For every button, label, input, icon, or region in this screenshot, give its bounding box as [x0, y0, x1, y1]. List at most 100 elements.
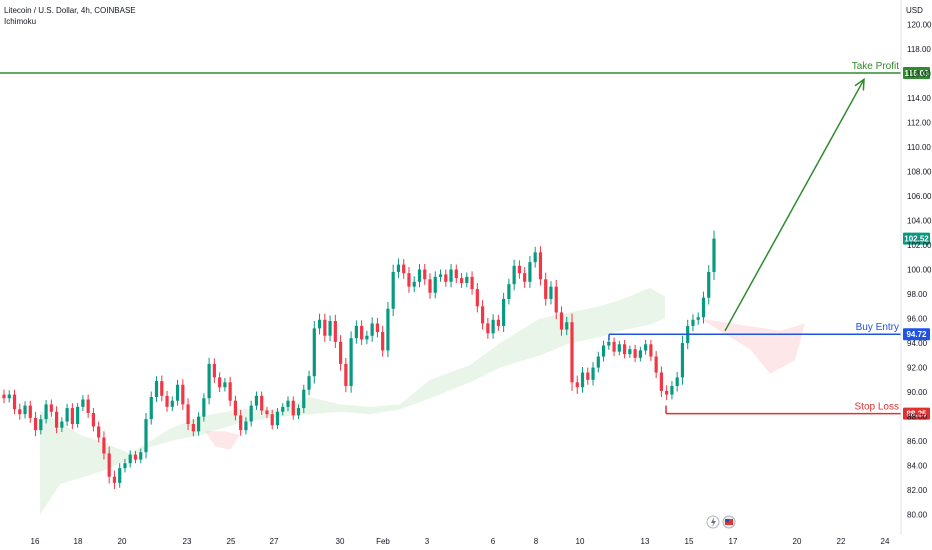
y-tick-label: 120.00 [907, 20, 932, 29]
candle-body [586, 372, 590, 380]
candle-body [112, 476, 117, 483]
candle-body [528, 262, 532, 282]
time-axis: 16 18 20 23 25 27 30 Feb 3 6 8 10 13 15 17 20 22 24 [31, 537, 890, 546]
candle-body [18, 409, 22, 415]
stop-loss-price-tag [903, 407, 930, 420]
candle-body [118, 468, 122, 483]
candle-body [707, 271, 711, 298]
x-tick-label: 23 [183, 537, 192, 546]
candle-body [701, 297, 706, 318]
candle-body [375, 323, 380, 333]
candle-body [154, 381, 159, 398]
y-tick-label: 92.00 [907, 364, 928, 373]
take-profit-price-text: 116.03 [904, 69, 929, 78]
candle-body [470, 276, 474, 290]
y-tick-label: 104.00 [907, 216, 932, 225]
candle-body [575, 382, 579, 388]
candle-body [512, 265, 516, 285]
candle-body [202, 398, 206, 417]
ichimoku-cloud [40, 287, 805, 515]
symbol-title: Litecoin / U.S. Dollar, 4h, COINBASE [4, 6, 136, 15]
x-tick-label: 13 [641, 537, 650, 546]
candle-body [349, 338, 353, 386]
candle-body [296, 408, 301, 416]
candle-body [402, 264, 406, 274]
x-tick-label: 27 [270, 537, 279, 546]
last-price-text: 102.52 [904, 235, 929, 244]
candle-body [712, 238, 716, 272]
candle-body [165, 395, 169, 407]
candle-body [228, 382, 232, 401]
candle-body [381, 332, 385, 351]
target-arrow-shaft[interactable] [724, 79, 865, 332]
x-tick-label: 3 [425, 537, 430, 546]
candle-body [391, 271, 395, 309]
candle-body [554, 286, 558, 313]
candle-body [386, 308, 390, 351]
candle-body [523, 273, 527, 282]
candle-body [270, 414, 274, 426]
y-tick-label: 84.00 [907, 462, 928, 471]
candle-body [459, 278, 464, 283]
candle-body [123, 463, 127, 469]
x-tick-label: 20 [793, 537, 802, 546]
candle-body [160, 381, 164, 396]
candle-body [181, 384, 185, 405]
candle-body [28, 405, 32, 418]
y-tick-label: 102.00 [907, 241, 932, 250]
buy-entry-label: Buy Entry [856, 322, 899, 333]
candle-body [49, 404, 53, 412]
candle-body [207, 363, 211, 399]
candle-body [444, 274, 448, 282]
candle-body [218, 377, 222, 388]
y-tick-label: 114.00 [907, 94, 931, 103]
candle-body [175, 384, 180, 401]
candle-body [544, 279, 548, 299]
candle-body [617, 344, 621, 352]
candle-body [128, 454, 132, 464]
x-tick-label: 6 [491, 537, 496, 546]
buy-entry-price-tag [903, 328, 930, 341]
stop-loss-price-text: 88.25 [906, 410, 927, 419]
candle-body [91, 412, 96, 427]
candle-body [580, 372, 585, 388]
y-tick-label: 112.00 [907, 118, 931, 127]
candle-body [365, 335, 369, 340]
candle-body [591, 367, 595, 380]
candle-body [281, 406, 285, 412]
buy-entry-price-text: 94.72 [906, 330, 927, 339]
candle-body [407, 273, 411, 287]
candle-body [196, 416, 201, 432]
y-tick-label: 94.00 [907, 339, 928, 348]
candle-body [417, 269, 422, 282]
candle-body [565, 322, 569, 330]
flag-canton-glyph [725, 519, 729, 522]
candle-body [291, 400, 295, 416]
y-tick-label: 88.00 [907, 413, 928, 422]
x-tick-label: 16 [31, 537, 40, 546]
candle-body [628, 349, 632, 355]
y-tick-label: 82.00 [907, 486, 928, 495]
candle-body [691, 319, 695, 326]
candle-body [23, 405, 27, 415]
candle-body [60, 421, 64, 428]
candle-body [133, 454, 138, 460]
candle-body [570, 322, 574, 383]
candle-body [44, 404, 48, 420]
candle-body [502, 298, 506, 326]
candle-body [622, 344, 627, 355]
y-tick-label: 96.00 [907, 315, 928, 324]
indicator-label: Ichimoku [4, 17, 37, 26]
candle-body [559, 312, 564, 330]
candle-body [333, 321, 337, 342]
candle-body [76, 406, 80, 424]
y-tick-label: 80.00 [907, 511, 928, 520]
trade-levels: Take Profit 116.03 Buy Entry 94.72 Stop Loss… [0, 61, 930, 420]
candle-body [149, 397, 153, 420]
candle-body [517, 265, 522, 274]
candle-body [244, 421, 248, 431]
candle-body [97, 426, 101, 438]
candle-body [475, 289, 479, 307]
candle-body [533, 252, 537, 263]
